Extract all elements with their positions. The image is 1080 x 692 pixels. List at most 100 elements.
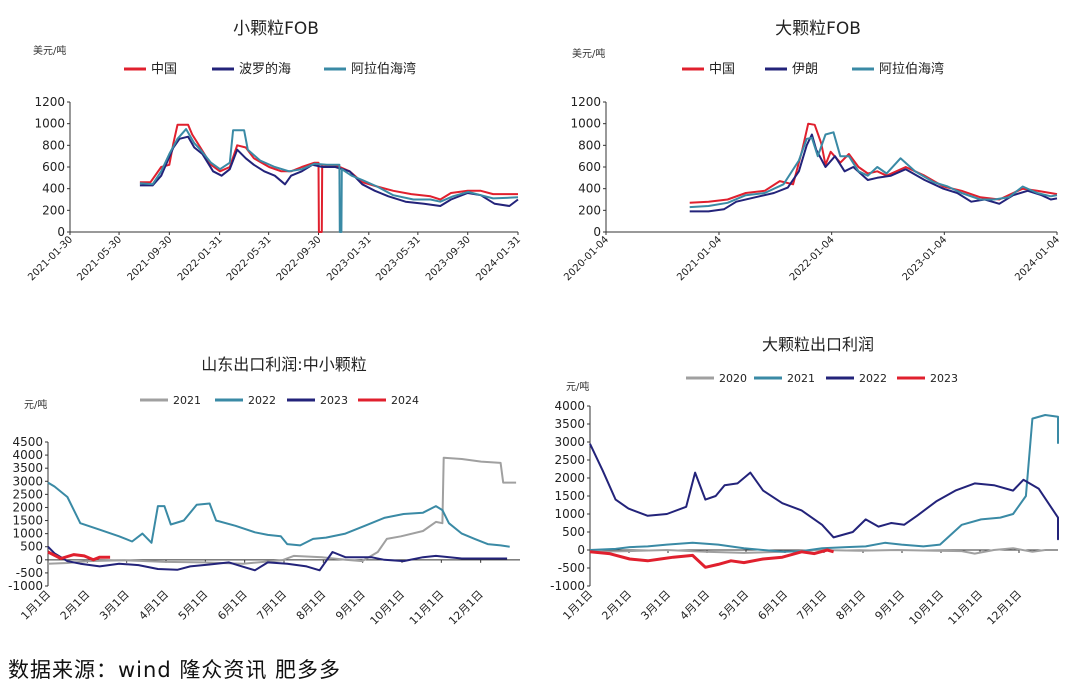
chart2-legend-label: 中国: [709, 62, 735, 77]
chart2-unit: 美元/吨: [572, 47, 605, 60]
chart2-x-tick-label: 2022-01-04: [788, 234, 837, 283]
chart1-title: 小颗粒FOB: [233, 19, 319, 39]
chart3-y-tick-label: 1500: [12, 514, 43, 528]
chart1-x-tick-label: 2023-09-30: [424, 234, 473, 283]
chart2-series-line: [689, 133, 1058, 213]
chart3-y-tick-label: 500: [20, 540, 43, 554]
source-note: 数据来源：wind 隆众资讯 肥多多: [8, 658, 341, 682]
chart4-y-tick-label: 4000: [554, 399, 585, 413]
chart1-legend-label: 波罗的海: [239, 61, 291, 77]
chart1-x-tick-label: 2022-09-30: [275, 234, 324, 283]
chart1-x-tick-label: 2022-01-31: [176, 234, 225, 283]
chart4-y-tick-label: 0: [577, 543, 585, 557]
chart1-series-line: [139, 128, 519, 233]
chart1-y-tick-label: 600: [42, 160, 65, 174]
chart1-legend-label: 阿拉伯海湾: [351, 61, 416, 77]
chart4-y-tick-label: 500: [562, 525, 585, 539]
chart4-y-tick-label: 1500: [554, 489, 585, 503]
chart2-y-tick-label: 1200: [570, 95, 601, 109]
chart4-y-tick-label: 2000: [554, 471, 585, 485]
chart4-title: 大颗粒出口利润: [762, 335, 874, 354]
chart4-x-tick-label: 10月1日: [907, 588, 947, 628]
chart1-x-tick-label: 2021-01-30: [26, 234, 75, 283]
chart2-y-tick-label: 800: [578, 138, 601, 152]
chart3-y-tick-label: 0: [35, 553, 43, 567]
chart3-y-tick-label: -500: [16, 566, 43, 580]
chart2-x-tick-label: 2020-01-04: [562, 234, 611, 283]
chart3-y-tick-label: -1000: [8, 579, 43, 593]
chart4-y-tick-label: 3500: [554, 417, 585, 431]
chart2-legend-label: 伊朗: [792, 62, 818, 77]
chart3-x-tick-label: 7月1日: [254, 588, 289, 623]
chart2-series-line: [689, 131, 1058, 209]
chart3-legend-label: 2021: [173, 394, 201, 407]
chart4-x-tick-label: 3月1日: [638, 588, 673, 623]
chart4-x-tick-label: 7月1日: [794, 588, 829, 623]
chart3-y-tick-label: 3500: [12, 461, 43, 475]
chart3-title: 山东出口利润:中小颗粒: [201, 355, 366, 374]
chart2-x-tick-label: 2023-01-04: [901, 234, 950, 283]
chart1-y-tick-label: 1200: [34, 95, 65, 109]
chart2-x-tick-label: 2024-01-04: [1013, 234, 1062, 283]
chart3-x-tick-label: 6月1日: [215, 588, 250, 623]
chart2-series-line: [689, 122, 1058, 204]
chart3-series-line: [47, 550, 111, 562]
chart3-x-tick-label: 12月1日: [446, 588, 486, 628]
chart4-y-tick-label: 3000: [554, 435, 585, 449]
chart3-x-tick-label: 9月1日: [333, 588, 368, 623]
chart2-y-tick-label: 0: [593, 225, 601, 239]
chart3-legend-label: 2023: [320, 394, 348, 407]
chart3-series-line: [47, 456, 517, 565]
chart3-x-tick-label: 5月1日: [176, 588, 211, 623]
chart1-unit: 美元/吨: [33, 44, 66, 57]
chart2-y-tick-label: 1000: [570, 117, 601, 131]
chart4-legend-label: 2022: [859, 372, 887, 385]
chart3-y-tick-label: 4500: [12, 435, 43, 449]
chart2-y-tick-label: 200: [578, 203, 601, 217]
chart1-x-tick-label: 2024-01-31: [474, 234, 523, 283]
chart2-x-tick-label: 2021-01-04: [675, 234, 724, 283]
chart3-x-tick-label: 2月1日: [58, 588, 93, 623]
chart4-series-line: [589, 414, 1059, 553]
chart3-y-tick-label: 1000: [12, 527, 43, 541]
chart2-legend-label: 阿拉伯海湾: [879, 61, 944, 77]
chart4-legend-label: 2023: [930, 372, 958, 385]
chart1-x-tick-label: 2021-09-30: [126, 234, 175, 283]
chart4-x-tick-label: 9月1日: [872, 588, 907, 623]
chart1-x-tick-label: 2023-05-31: [374, 234, 423, 283]
chart1-series-line: [139, 135, 519, 207]
chart3-x-tick-label: 11月1日: [407, 588, 447, 628]
chart4-legend-label: 2020: [719, 372, 747, 385]
chart4-x-tick-label: 11月1日: [946, 588, 986, 628]
chart3-y-tick-label: 2500: [12, 487, 43, 501]
chart3-x-tick-label: 3月1日: [97, 588, 132, 623]
chart3-y-tick-label: 4000: [12, 448, 43, 462]
chart4-x-tick-label: 4月1日: [677, 588, 712, 623]
chart4-x-tick-label: 1月1日: [560, 588, 595, 623]
chart2-y-tick-label: 600: [578, 160, 601, 174]
chart4-x-tick-label: 8月1日: [833, 588, 868, 623]
chart2-y-tick-label: 400: [578, 182, 601, 196]
chart1-y-tick-label: 0: [57, 225, 65, 239]
chart3-legend-label: 2024: [391, 394, 419, 407]
chart2-title: 大颗粒FOB: [775, 19, 861, 39]
chart3-series-line: [47, 481, 510, 548]
chart4-legend-label: 2021: [787, 372, 815, 385]
chart1-series-line: [139, 123, 518, 233]
chart3-legend-label: 2022: [248, 394, 276, 407]
chart1-x-tick-label: 2022-05-31: [225, 234, 274, 283]
chart4-y-tick-label: -500: [558, 561, 585, 575]
chart3-y-tick-label: 3000: [12, 474, 43, 488]
chart1-y-tick-label: 800: [42, 138, 65, 152]
chart3-unit: 元/吨: [24, 398, 47, 411]
chart3-x-tick-label: 1月1日: [18, 588, 53, 623]
chart4-y-tick-label: 2500: [554, 453, 585, 467]
chart3-x-tick-label: 8月1日: [294, 588, 329, 623]
chart4-unit: 元/吨: [566, 380, 589, 393]
chart3-x-tick-label: 10月1日: [368, 588, 408, 628]
chart4-series-line: [589, 443, 1059, 541]
chart1-y-tick-label: 400: [42, 182, 65, 196]
chart4-x-tick-label: 12月1日: [985, 588, 1025, 628]
chart1-y-tick-label: 1000: [34, 117, 65, 131]
